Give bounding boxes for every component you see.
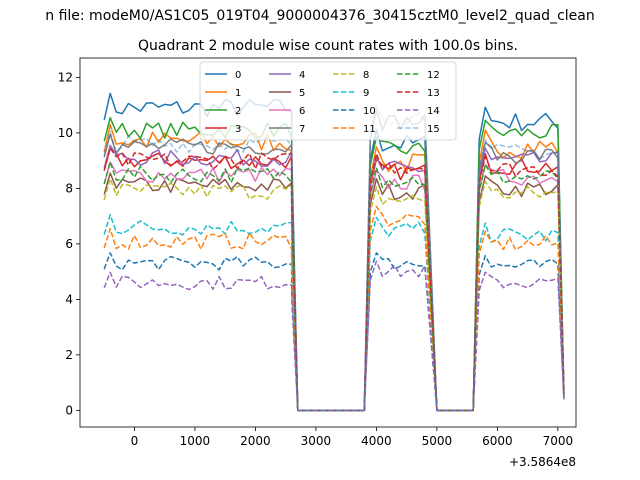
series-line-9 — [103, 214, 565, 412]
x-tick-label: 1000 — [180, 434, 211, 448]
series-line-10 — [103, 252, 565, 412]
x-tick-label: 2000 — [240, 434, 271, 448]
x-tick-label: 4000 — [361, 434, 392, 448]
figure-suptitle: n file: modeM0/AS1C05_019T04_9000004376_… — [45, 8, 594, 24]
legend-label-1: 1 — [235, 88, 241, 99]
x-tick-label: 6000 — [482, 434, 513, 448]
x-tick-label: 0 — [131, 434, 139, 448]
legend-label-3: 3 — [235, 124, 241, 135]
legend-label-0: 0 — [235, 70, 241, 81]
legend-label-13: 13 — [427, 88, 440, 99]
y-tick-label: 8 — [65, 181, 73, 195]
legend-label-11: 11 — [363, 124, 376, 135]
x-tick-label: 3000 — [301, 434, 332, 448]
legend-label-6: 6 — [299, 106, 305, 117]
x-offset-label: +3.5864e8 — [509, 455, 576, 469]
series-line-15 — [103, 103, 565, 412]
legend-label-7: 7 — [299, 124, 305, 135]
legend-label-2: 2 — [235, 106, 241, 117]
y-tick-label: 10 — [58, 126, 73, 140]
y-tick-label: 12 — [58, 70, 73, 84]
series-lines — [103, 92, 565, 412]
x-axis-ticks: 0 1000 2000 3000 4000 5000 6000 7000 — [131, 427, 574, 448]
y-tick-label: 2 — [65, 348, 73, 362]
series-line-8 — [103, 177, 565, 412]
series-line-11 — [103, 205, 565, 412]
legend-label-15: 15 — [427, 124, 440, 135]
x-tick-label: 7000 — [543, 434, 574, 448]
legend-label-10: 10 — [363, 106, 376, 117]
y-axis-ticks: 0 2 4 6 8 10 12 — [58, 70, 80, 417]
legend-label-5: 5 — [299, 88, 305, 99]
series-line-14 — [103, 260, 565, 412]
y-tick-label: 0 — [65, 403, 73, 417]
chart-title: Quadrant 2 module wise count rates with … — [138, 38, 518, 54]
legend-box — [199, 61, 457, 141]
legend-label-8: 8 — [363, 70, 369, 81]
legend-label-4: 4 — [299, 70, 305, 81]
legend-label-12: 12 — [427, 70, 440, 81]
series-line-13 — [103, 147, 565, 412]
y-tick-label: 6 — [65, 237, 73, 251]
legend-label-9: 9 — [363, 88, 369, 99]
x-tick-label: 5000 — [422, 434, 453, 448]
legend-label-14: 14 — [427, 106, 440, 117]
y-tick-label: 4 — [65, 292, 73, 306]
